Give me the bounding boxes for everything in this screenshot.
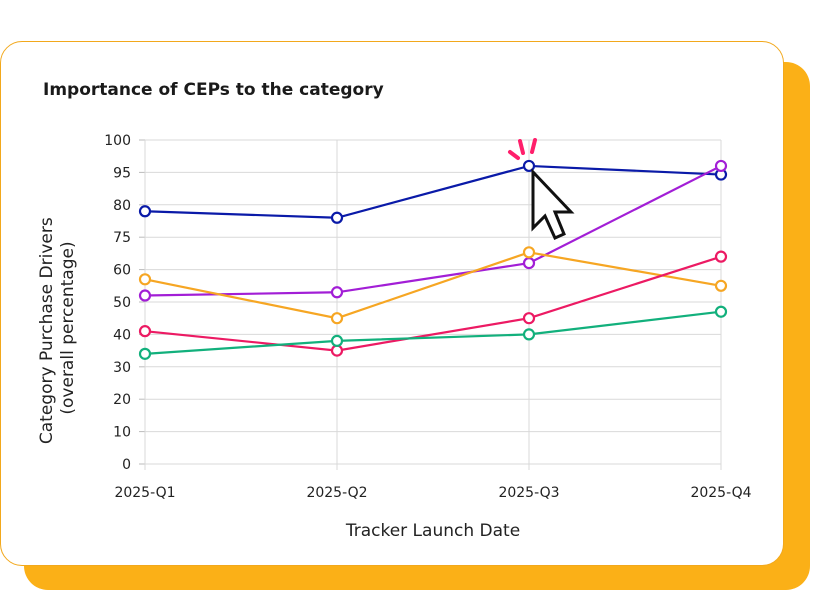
- x-tick-label: 2025-Q2: [306, 485, 367, 501]
- data-point: [138, 205, 152, 218]
- series-group: [138, 159, 728, 360]
- series-line: [144, 251, 722, 320]
- series-line: [144, 164, 722, 297]
- x-tick-label: 2025-Q1: [114, 485, 175, 501]
- data-point: [330, 344, 344, 357]
- y-tick-label: 75: [113, 230, 131, 246]
- y-tick-label: 30: [113, 360, 131, 376]
- chart-card: [0, 41, 784, 566]
- x-tick-label: 2025-Q4: [690, 485, 751, 501]
- y-tick-label: 60: [113, 263, 131, 279]
- data-point: [522, 328, 536, 341]
- data-point: [522, 312, 536, 325]
- y-tick-labels: 0 10 20 30 40 50 60 75 80 95 100: [104, 133, 131, 473]
- y-tick-label: 100: [104, 133, 131, 149]
- click-sparks-icon: [508, 138, 537, 160]
- y-tick-label: 95: [113, 165, 131, 181]
- pointer-cursor-icon: [531, 168, 575, 240]
- series-line: [144, 164, 722, 219]
- data-point: [138, 289, 152, 302]
- data-point: [714, 250, 728, 263]
- data-point: [714, 159, 728, 173]
- y-tick-label: 0: [122, 457, 131, 473]
- x-tick-label: 2025-Q3: [498, 485, 559, 501]
- grid: [139, 139, 722, 470]
- series-line: [144, 310, 722, 355]
- y-tick-label: 10: [113, 425, 131, 441]
- data-point: [714, 279, 728, 292]
- y-axis-label-line2: (overall percentage): [58, 241, 78, 414]
- y-tick-label: 40: [113, 327, 131, 343]
- series-line: [144, 255, 722, 352]
- data-point: [138, 273, 152, 286]
- data-point: [522, 257, 536, 270]
- y-axis-label-line1: Category Purchase Drivers: [37, 217, 57, 444]
- y-tick-label: 20: [113, 392, 131, 408]
- x-tick-labels: 2025-Q1 2025-Q2 2025-Q3 2025-Q4: [114, 485, 751, 501]
- data-point: [330, 211, 344, 224]
- data-point: [330, 312, 344, 325]
- data-point: [714, 305, 728, 318]
- y-axis-label: Category Purchase Drivers (overall perce…: [37, 212, 78, 444]
- data-point: [330, 334, 344, 347]
- data-point: [138, 325, 152, 338]
- data-point: [522, 246, 536, 259]
- data-point: [330, 286, 344, 299]
- y-tick-label: 50: [113, 295, 131, 311]
- x-axis-label: Tracker Launch Date: [345, 521, 520, 541]
- y-tick-label: 80: [113, 198, 131, 214]
- chart-title: Importance of CEPs to the category: [43, 80, 384, 100]
- data-point: [138, 347, 152, 360]
